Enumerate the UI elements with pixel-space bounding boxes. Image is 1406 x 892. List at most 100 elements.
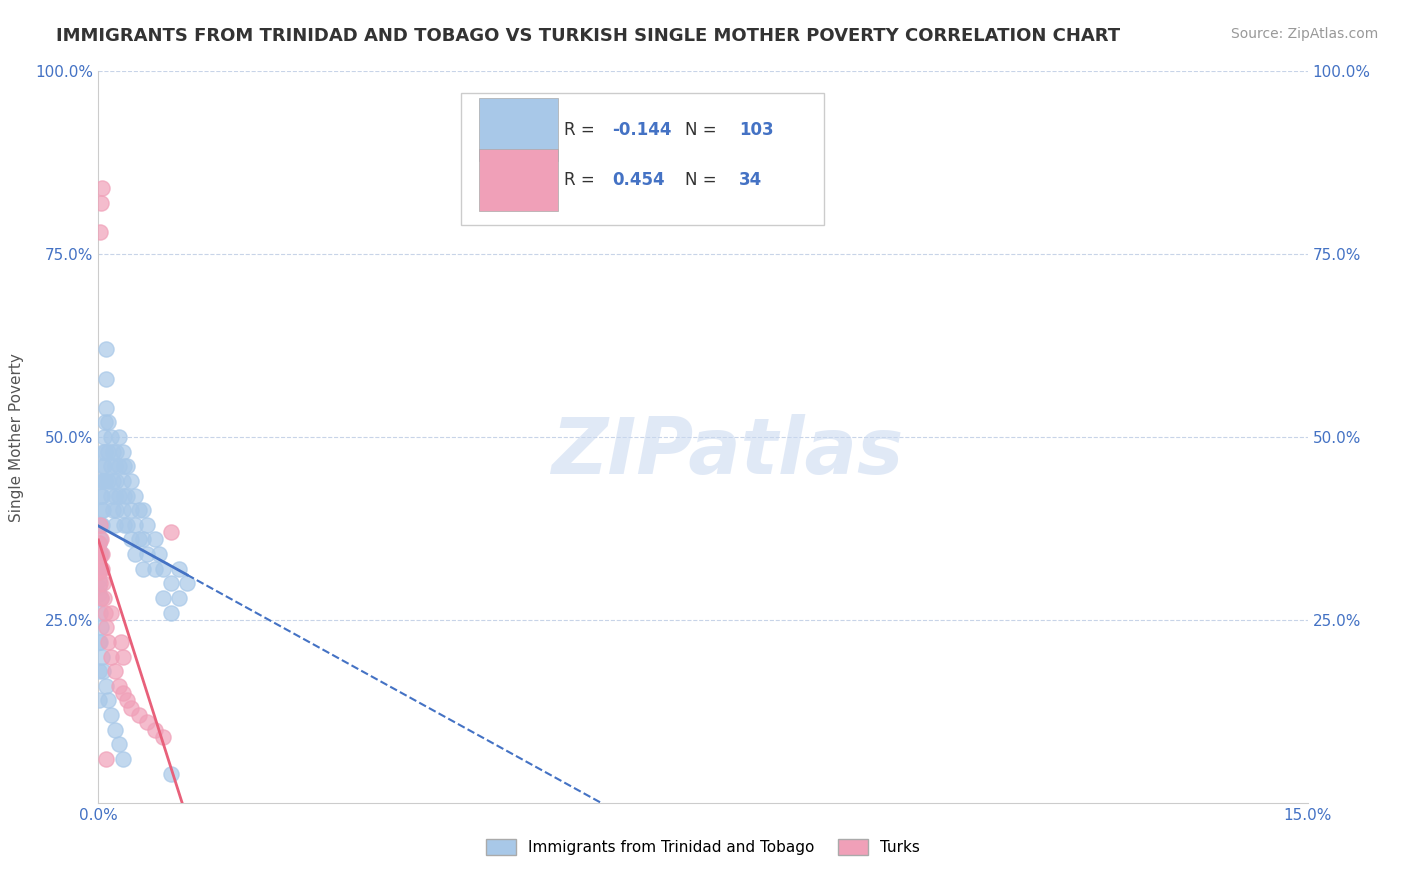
Point — [120, 503, 142, 517]
Point — [89, 664, 111, 678]
Point — [97, 416, 120, 430]
Point — [115, 489, 138, 503]
Point — [96, 371, 118, 385]
Legend: Immigrants from Trinidad and Tobago, Turks: Immigrants from Trinidad and Tobago, Tur… — [479, 833, 927, 861]
Text: 103: 103 — [740, 120, 773, 138]
Point — [105, 474, 128, 488]
Text: 34: 34 — [740, 171, 762, 189]
Point — [93, 591, 115, 605]
Point — [128, 533, 150, 547]
Point — [120, 700, 142, 714]
Point — [167, 591, 190, 605]
Text: N =: N = — [685, 120, 721, 138]
Text: ZIPatlas: ZIPatlas — [551, 414, 903, 490]
Point — [89, 573, 111, 587]
Point — [132, 503, 155, 517]
Point — [124, 547, 146, 561]
Point — [90, 181, 112, 195]
Point — [143, 562, 166, 576]
FancyBboxPatch shape — [479, 98, 558, 161]
Point — [89, 543, 111, 558]
Point — [97, 444, 120, 458]
Point — [94, 474, 117, 488]
Point — [107, 430, 129, 444]
Point — [89, 517, 111, 532]
Point — [135, 715, 157, 730]
Point — [91, 649, 114, 664]
Point — [90, 591, 112, 605]
Point — [107, 489, 129, 503]
Text: R =: R = — [564, 171, 600, 189]
Text: IMMIGRANTS FROM TRINIDAD AND TOBAGO VS TURKISH SINGLE MOTHER POVERTY CORRELATION: IMMIGRANTS FROM TRINIDAD AND TOBAGO VS T… — [56, 27, 1121, 45]
Point — [96, 620, 118, 634]
Point — [148, 547, 170, 561]
Point — [89, 225, 111, 239]
Point — [89, 566, 111, 580]
Point — [107, 737, 129, 751]
Point — [89, 606, 111, 620]
Point — [100, 606, 122, 620]
Point — [89, 558, 111, 573]
Point — [89, 536, 111, 550]
Point — [107, 459, 129, 474]
Point — [90, 517, 112, 532]
Point — [91, 562, 114, 576]
Point — [115, 459, 138, 474]
Point — [160, 606, 183, 620]
Point — [96, 752, 118, 766]
Point — [115, 693, 138, 707]
Point — [90, 547, 112, 561]
Point — [94, 606, 117, 620]
Point — [89, 580, 111, 594]
Point — [176, 576, 198, 591]
Point — [89, 517, 111, 532]
Point — [90, 562, 112, 576]
Point — [101, 503, 124, 517]
Text: Source: ZipAtlas.com: Source: ZipAtlas.com — [1230, 27, 1378, 41]
Text: -0.144: -0.144 — [613, 120, 672, 138]
Point — [91, 474, 114, 488]
Point — [112, 459, 135, 474]
Point — [124, 489, 146, 503]
Point — [100, 489, 122, 503]
Point — [89, 547, 111, 561]
Point — [89, 635, 111, 649]
Point — [90, 547, 112, 561]
Point — [91, 503, 114, 517]
Point — [101, 474, 124, 488]
Point — [89, 533, 111, 547]
Point — [89, 566, 111, 580]
Point — [120, 474, 142, 488]
Point — [111, 444, 134, 458]
Point — [112, 517, 135, 532]
Point — [93, 459, 115, 474]
Point — [97, 474, 120, 488]
Point — [111, 503, 134, 517]
Point — [90, 591, 112, 605]
Point — [89, 547, 111, 561]
Point — [160, 576, 183, 591]
Point — [91, 517, 114, 532]
Point — [89, 635, 111, 649]
Point — [100, 649, 122, 664]
Point — [100, 708, 122, 723]
Point — [89, 562, 111, 576]
Point — [90, 503, 112, 517]
Point — [96, 401, 118, 415]
Point — [89, 550, 111, 565]
Point — [103, 517, 125, 532]
Point — [91, 664, 114, 678]
Text: 0.454: 0.454 — [613, 171, 665, 189]
Point — [167, 562, 190, 576]
Point — [152, 730, 174, 744]
Point — [120, 533, 142, 547]
Point — [135, 517, 157, 532]
Point — [91, 444, 114, 458]
Point — [135, 547, 157, 561]
Point — [97, 635, 120, 649]
Point — [105, 503, 128, 517]
Point — [128, 708, 150, 723]
Point — [93, 430, 115, 444]
Point — [94, 444, 117, 458]
Point — [132, 562, 155, 576]
